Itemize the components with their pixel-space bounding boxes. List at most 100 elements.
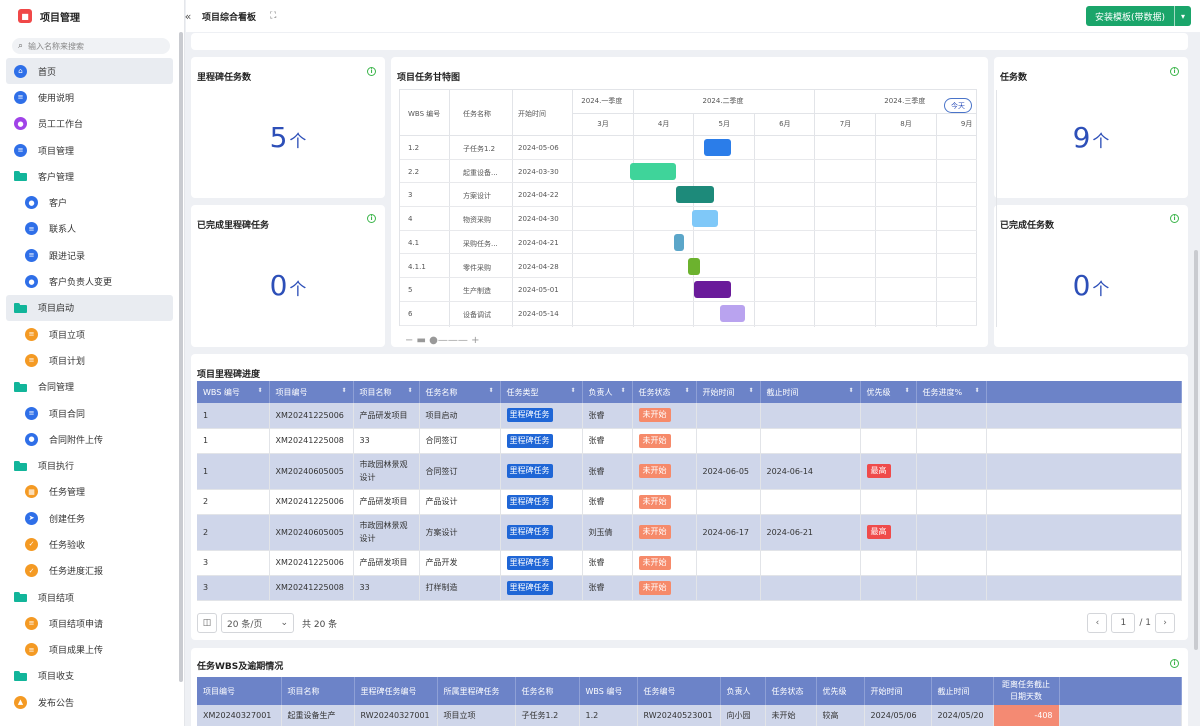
sort-icon[interactable]: ⬍ xyxy=(488,386,494,394)
sidebar-item[interactable]: ● 合同附件上传 xyxy=(0,426,184,452)
sort-icon[interactable]: ⬍ xyxy=(570,386,576,394)
gantt-bar[interactable] xyxy=(694,281,732,299)
table-row[interactable]: 1 XM20241225006 产品研发项目 项目启动 里程碑任务 张睿 未开始 xyxy=(197,403,1182,429)
column-header[interactable]: 任务状态 ⬍ xyxy=(632,381,697,403)
sort-icon[interactable]: ⬍ xyxy=(974,386,980,394)
sidebar-item[interactable]: ✓ 任务进度汇报 xyxy=(0,558,184,584)
gantt-row[interactable] xyxy=(400,160,977,184)
sidebar-item[interactable]: ≡ 项目成果上传 xyxy=(0,637,184,663)
sidebar-item[interactable]: ● 客户负责人变更 xyxy=(0,268,184,294)
column-header[interactable]: 所属里程碑任务 xyxy=(437,677,516,705)
app-logo[interactable]: ■ 项目管理 xyxy=(0,0,184,32)
gantt-bar[interactable] xyxy=(719,304,746,322)
column-header[interactable]: 开始时间 ⬍ xyxy=(696,381,761,403)
gantt-bar[interactable] xyxy=(703,139,732,156)
sidebar-item[interactable]: ➤ 创建任务 xyxy=(0,505,184,531)
sidebar-item[interactable]: ✓ 任务验收 xyxy=(0,531,184,557)
collapse-sidebar-icon[interactable]: « xyxy=(184,9,192,23)
install-template-button[interactable]: 安装模板(带数据) ▾ xyxy=(1086,6,1191,26)
gantt-row[interactable] xyxy=(400,278,977,302)
sidebar-item[interactable]: ⌂ 首页 xyxy=(6,58,173,85)
column-header[interactable]: 任务类型 ⬍ xyxy=(500,381,583,403)
column-header[interactable]: 任务名称 ⬍ xyxy=(419,381,501,403)
sort-icon[interactable]: ⬍ xyxy=(257,386,263,394)
gantt-row[interactable] xyxy=(400,231,977,255)
info-icon[interactable]: i xyxy=(1170,214,1179,223)
column-header[interactable]: 优先级 ⬍ xyxy=(860,381,917,403)
sidebar-item[interactable]: ● 客户 xyxy=(0,189,184,215)
today-button[interactable]: 今天 xyxy=(944,98,972,113)
sidebar-item[interactable]: 合同管理 xyxy=(0,374,184,400)
column-header[interactable]: 负责人 ⬍ xyxy=(582,381,633,403)
sidebar-item[interactable]: ≡ 项目立项 xyxy=(0,321,184,347)
column-settings-icon[interactable]: ◫ xyxy=(197,613,217,633)
gantt-row[interactable] xyxy=(400,302,977,326)
gantt-row[interactable] xyxy=(400,255,977,279)
main-scrollbar[interactable] xyxy=(1194,250,1198,650)
table-row[interactable]: 3 XM20241225008 33 打样制造 里程碑任务 张睿 未开始 xyxy=(197,575,1182,601)
column-header[interactable]: 任务名称 xyxy=(515,677,580,705)
info-icon[interactable]: i xyxy=(367,214,376,223)
column-header[interactable]: 开始时间 xyxy=(864,677,932,705)
table-row[interactable]: XM20240327001 起重设备生产 RW20240327001 项目立项 子任务1… xyxy=(197,705,1182,726)
gantt-bar[interactable] xyxy=(674,233,685,251)
column-header[interactable]: 截止时间 ⬍ xyxy=(760,381,861,403)
table-row[interactable]: 2 XM20241225006 产品研发项目 产品设计 里程碑任务 张睿 未开始 xyxy=(197,489,1182,515)
gantt-bar[interactable] xyxy=(629,162,677,180)
sidebar-item[interactable]: ▲ 发布公告 xyxy=(0,689,184,715)
gantt-bar[interactable] xyxy=(676,186,714,204)
column-header[interactable]: 任务进度% ⬍ xyxy=(916,381,987,403)
gantt-bar[interactable] xyxy=(692,210,718,228)
column-header[interactable]: 里程碑任务编号 xyxy=(354,677,438,705)
sidebar-item[interactable]: ● 员工工作台 xyxy=(0,111,184,137)
info-icon[interactable]: i xyxy=(367,67,376,76)
sidebar-item[interactable]: 项目执行 xyxy=(0,452,184,478)
sidebar-item[interactable]: ≡ 项目管理 xyxy=(0,137,184,163)
table-row[interactable]: 1 XM20241225008 33 合同签订 里程碑任务 张睿 未开始 xyxy=(197,428,1182,454)
column-header[interactable]: 项目编号 ⬍ xyxy=(269,381,354,403)
sidebar-item[interactable]: ▦ 任务管理 xyxy=(0,479,184,505)
table-row[interactable]: 2 XM20240605005 市政园林景观设计 方案设计 里程碑任务 刘玉倩 未开始 202… xyxy=(197,514,1182,551)
column-header[interactable]: WBS 编号 ⬍ xyxy=(197,381,270,403)
sort-icon[interactable]: ⬍ xyxy=(407,386,413,394)
sidebar-item[interactable]: ≡ 项目结项申请 xyxy=(0,610,184,636)
prev-page-button[interactable]: ‹ xyxy=(1087,613,1108,633)
sidebar-item[interactable]: ≡ 跟进记录 xyxy=(0,242,184,268)
info-icon[interactable]: i xyxy=(1170,659,1179,668)
column-header[interactable]: 负责人 xyxy=(720,677,766,705)
fullscreen-icon[interactable]: ⛶ xyxy=(270,11,277,21)
gantt-row[interactable] xyxy=(400,136,977,160)
column-header[interactable]: 截止时间 xyxy=(931,677,994,705)
column-header[interactable]: 任务编号 xyxy=(637,677,721,705)
table-row[interactable]: 1 XM20240605005 市政园林景观设计 合同签订 里程碑任务 张睿 未开始 2024… xyxy=(197,453,1182,490)
zoom-slider[interactable]: − ▬ ●——— + xyxy=(405,335,480,346)
gantt-bar[interactable] xyxy=(688,257,701,275)
search-input[interactable]: ⌕ 输入名称来搜索 xyxy=(12,38,170,54)
sidebar-item[interactable]: 项目启动 xyxy=(6,294,173,321)
sort-icon[interactable]: ⬍ xyxy=(748,386,754,394)
column-header[interactable]: 项目名称 xyxy=(281,677,355,705)
column-header[interactable]: 优先级 xyxy=(816,677,865,705)
column-header[interactable]: 距离任务截止日期天数 xyxy=(993,677,1060,705)
sort-icon[interactable]: ⬍ xyxy=(341,386,347,394)
next-page-button[interactable]: › xyxy=(1155,613,1175,633)
sidebar-item[interactable]: ≡ 使用说明 xyxy=(0,84,184,110)
sidebar-item[interactable]: 项目结项 xyxy=(0,584,184,610)
column-header[interactable]: WBS 编号 xyxy=(579,677,638,705)
sidebar-scrollbar[interactable] xyxy=(179,32,183,682)
page-input[interactable]: 1 xyxy=(1111,613,1136,633)
sidebar-item[interactable]: ≡ 项目合同 xyxy=(0,400,184,426)
sidebar-item[interactable]: 客户管理 xyxy=(0,163,184,189)
sort-icon[interactable]: ⬍ xyxy=(620,386,626,394)
gantt-row[interactable] xyxy=(400,183,977,208)
sidebar-item[interactable]: ≡ 项目计划 xyxy=(0,347,184,373)
sort-icon[interactable]: ⬍ xyxy=(848,386,854,394)
chevron-down-icon[interactable]: ▾ xyxy=(1180,11,1185,21)
info-icon[interactable]: i xyxy=(1170,67,1179,76)
gantt-row[interactable] xyxy=(400,207,977,231)
table-row[interactable]: 3 XM20241225006 产品研发项目 产品开发 里程碑任务 张睿 未开始 xyxy=(197,550,1182,576)
sidebar-item[interactable]: 项目收支 xyxy=(0,663,184,689)
column-header[interactable]: 项目编号 xyxy=(197,677,282,705)
sidebar-item[interactable]: ≡ 联系人 xyxy=(0,216,184,242)
column-header[interactable]: 项目名称 ⬍ xyxy=(353,381,420,403)
